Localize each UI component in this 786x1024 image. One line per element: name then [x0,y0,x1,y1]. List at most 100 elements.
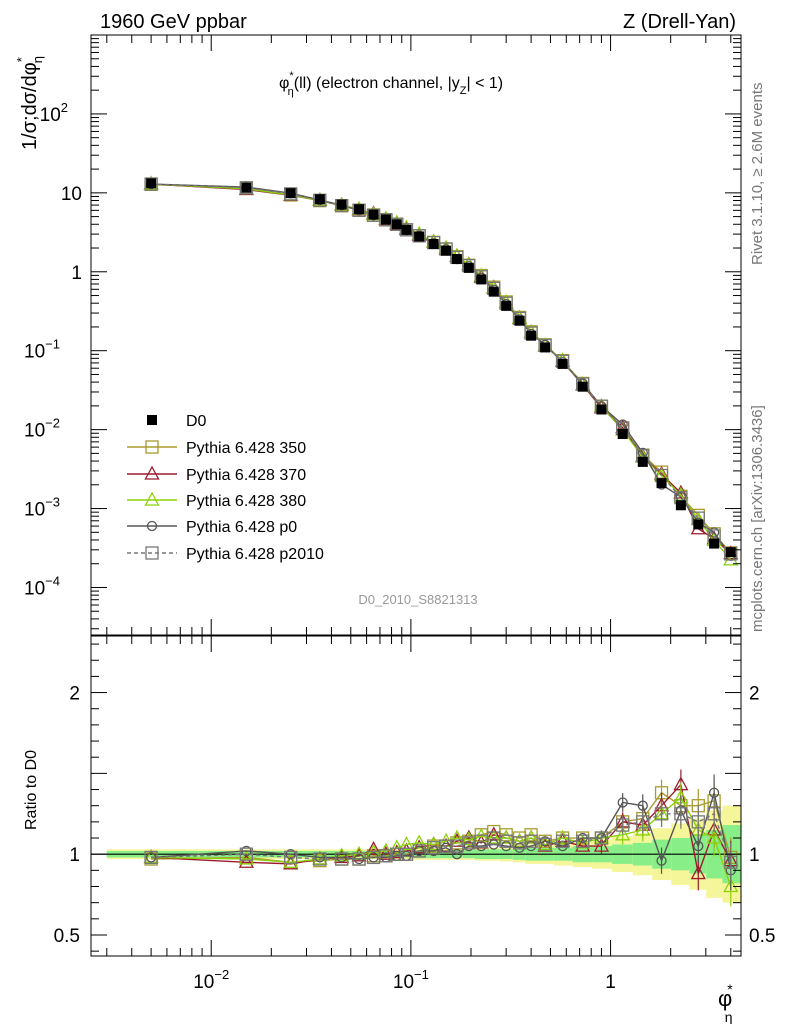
ratio-point-p380 [511,832,528,847]
data-point [725,547,736,558]
ratio-tick-label-left: 0.5 [54,926,80,947]
ratio-point-p380 [461,831,477,846]
mcplots-label: mcplots.cern.ch [arXiv:1306.3436] [749,405,766,632]
data-point [451,254,462,265]
y-tick-label: 10−1 [24,337,60,363]
data-point [577,381,588,392]
xlabel: φ* η [718,981,733,1024]
ratio-point-p380 [706,829,722,844]
data-point [656,478,667,489]
ratio-point-p370 [575,837,591,852]
analysis-id: D0_2010_S8821313 [358,592,477,607]
ratio-point-p0 [525,840,537,852]
legend-marker-data [147,415,157,425]
data-point [557,358,568,369]
ratio-point-p380 [498,829,514,844]
data-point [526,330,537,341]
data-point [391,219,402,230]
ratio-point-p2010 [352,852,366,866]
data-point [336,199,347,210]
ratio-point-p2010 [284,850,298,865]
main-plot [143,175,739,566]
ratio-point-p2010 [594,831,609,845]
data-point [514,315,525,326]
data-point [354,204,365,215]
point-p0 [617,419,628,430]
ratio-point-p0 [285,849,296,860]
ratio-point-p2010 [654,807,669,821]
ratio-point-p2010 [379,849,393,863]
axes: 10−2 10−1 1 10−4 10−3 10−2 10−1 1 10 102 0.5 0.5 1 1 2… [24,34,775,993]
point-p2010 [239,181,254,195]
ratio-point-p370 [365,840,382,855]
legend-marker-p370 [144,465,160,480]
legend-marker-p380 [144,491,160,506]
ratio-point-p380 [486,829,502,844]
point-p2010 [399,223,414,237]
data-point [675,500,686,511]
ratio-point-p370 [593,837,610,852]
ratio-frame [90,635,742,957]
ratio-tick-label-left: 1 [69,845,80,866]
ratio-point-p0 [414,845,425,857]
ratio-tick-label-right: 2 [749,684,760,705]
ratio-tick-label-right: 0.5 [749,926,775,947]
ratio-point-p370 [411,839,427,854]
ratio-point-p380 [723,878,739,893]
legend-marker-p350 [145,440,159,454]
ratio-point-p2010 [390,847,404,861]
ratio-point-p0 [656,855,667,866]
ratio-point-p380 [426,836,442,851]
legend-label: Pythia 6.428 370 [186,467,306,484]
ratio-point-p2010 [636,815,650,829]
ratio-point-p0 [637,800,648,811]
legend-label: D0 [186,413,207,430]
ratio-point-p0 [539,836,551,847]
point-p2010 [284,187,298,201]
x-tick-label: 1 [605,972,616,993]
data-point [501,300,512,311]
data-point [488,286,499,297]
ratio-point-p0 [463,840,474,852]
ratio-point-p0 [577,832,588,844]
x-tick-label: 10−1 [393,967,429,993]
ratio-point-p2010 [616,818,630,832]
point-p2010 [412,229,426,243]
ratio-point-p2010 [439,839,453,853]
ratio-point-p2010 [334,852,349,866]
data-point [241,182,252,193]
ratio-point-p2010 [707,807,721,821]
legend-label: Pythia 6.428 350 [186,440,306,457]
y-tick-label: 1 [71,263,82,284]
ratio-point-p2010 [691,815,705,829]
data-point [146,178,157,189]
ratio-point-p0 [241,845,252,857]
ratio-point-p2010 [555,834,570,848]
ratio-point-p380 [411,834,427,849]
ratio-point-p2010 [538,837,552,852]
ratio-point-p370 [238,853,254,868]
ratio-point-p2010 [144,850,158,865]
ratio-point-p380 [398,836,415,851]
ratio-tick-label-right: 1 [749,845,760,866]
ratio-point-p380 [449,829,465,844]
main-frame [90,34,742,636]
data-point [463,262,474,273]
legend-label: Pythia 6.428 380 [186,493,306,510]
data-point [709,538,720,549]
y-tick-label: 10−4 [24,573,60,599]
data-point [617,429,628,440]
ratio-point-p2010 [674,807,688,821]
point-p2010 [144,177,158,191]
ratio-point-p2010 [412,844,426,858]
ratio-point-p2010 [399,847,414,861]
data-point [285,188,296,199]
data-point [314,194,325,205]
ratio-plot [143,769,739,907]
data-point [428,238,439,249]
ratio-point-p380 [554,829,571,844]
plot-title: φ* η(ll) (electron channel, |yZ| < 1) [279,70,503,98]
ratio-point-p2010 [524,834,538,848]
legend-label: Pythia 6.428 p2010 [186,546,324,563]
